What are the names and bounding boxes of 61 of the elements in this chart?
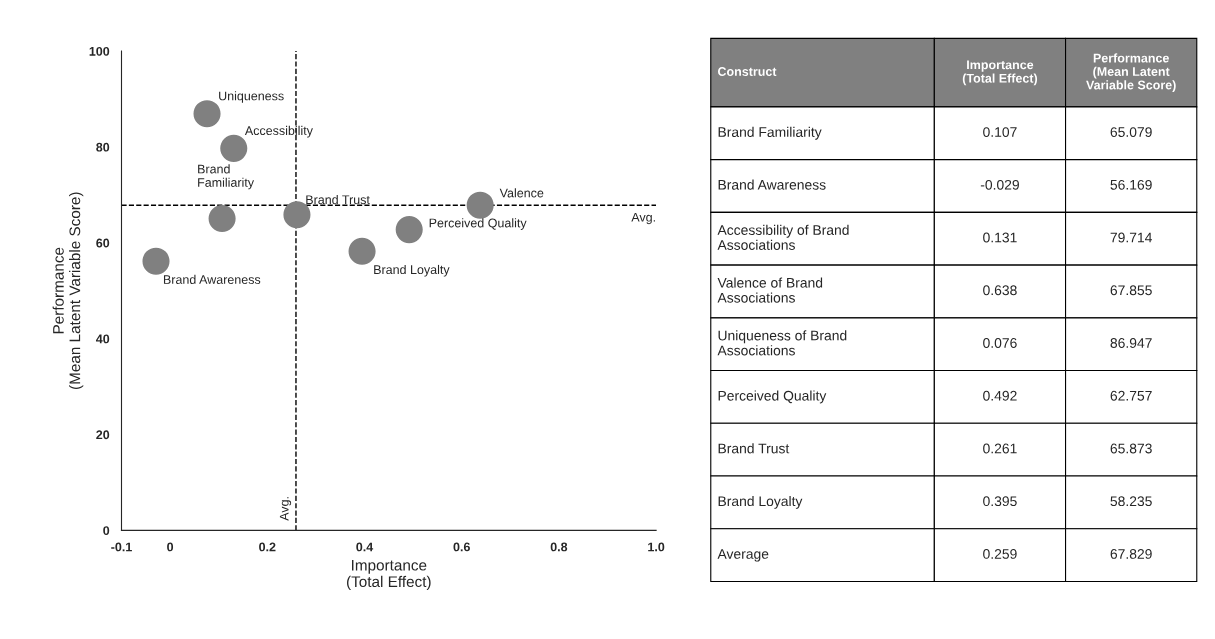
series-label: Importance (Total Effect): [962, 60, 1038, 86]
point: [208, 204, 236, 233]
annotation: Valence: [499, 188, 544, 198]
annotation: Brand Awareness: [163, 274, 261, 284]
category-label: Brand Trust: [718, 443, 790, 454]
y-tick-label: 80: [96, 142, 110, 152]
point: [193, 100, 221, 128]
annotation: Perceived Quality: [429, 218, 527, 230]
y-tick-label: 0: [103, 526, 110, 536]
data-label: 0.492: [983, 390, 1017, 401]
x-axis-title: Importance (Total Effect): [347, 559, 431, 591]
category-label: Accessibility of Brand Associations: [717, 224, 849, 250]
annotation: Brand Familiarity: [198, 164, 255, 190]
data-label: 0.076: [983, 338, 1017, 348]
y-tick-label: 60: [96, 238, 110, 248]
y-axis-title: Performance (Mean Latent Variable Score): [52, 192, 84, 390]
data-label: 67.855: [1110, 285, 1152, 296]
data-label: 0.261: [983, 443, 1017, 454]
annotation: Accessibility: [244, 125, 313, 138]
data-label: 58.235: [1110, 496, 1152, 507]
annotation: Brand Trust: [306, 194, 370, 205]
data-label: 56.169: [1110, 179, 1152, 190]
data-label: 86.947: [1110, 338, 1152, 348]
data-label: 67.829: [1110, 549, 1152, 559]
data-label: 0.638: [983, 285, 1017, 296]
x-tick-label: 0: [167, 542, 174, 552]
data-label: 65.873: [1110, 443, 1152, 454]
x-tick-label: 0.6: [453, 542, 470, 552]
x-tick-label: 0.2: [259, 542, 276, 552]
point: [348, 237, 376, 265]
data-label: 0.395: [983, 496, 1017, 507]
ref-line-label: Avg.: [279, 497, 292, 521]
category-label: Brand Loyalty: [718, 495, 803, 509]
point: [142, 247, 170, 275]
y-tick-label: 100: [89, 46, 110, 56]
category-label: Brand Familiarity: [718, 126, 822, 140]
ref-line-label: Avg.: [631, 212, 655, 225]
point: [466, 191, 494, 219]
data-label: 0.131: [983, 232, 1017, 243]
point: [395, 216, 423, 244]
x-tick-label: 1.0: [648, 542, 665, 552]
annotation: Uniqueness: [219, 91, 284, 103]
series-label: Performance (Mean Latent Variable Score): [1086, 53, 1176, 92]
text: Construct: [718, 67, 777, 76]
category-label: Perceived Quality: [718, 390, 827, 404]
y-tick-label: 20: [96, 430, 110, 440]
data-label: 0.259: [983, 549, 1017, 559]
data-label: 0.107: [983, 127, 1017, 137]
category-label: Average: [717, 549, 769, 562]
data-label: 62.757: [1110, 390, 1152, 401]
y-tick-label: 40: [95, 334, 110, 344]
category-label: Uniqueness of Brand Associations: [717, 330, 847, 356]
data-label: 79.714: [1110, 232, 1152, 243]
x-tick-label: -0.1: [111, 542, 132, 552]
category-label: Brand Awareness: [718, 179, 826, 190]
category-label: Valence of Brand Associations: [717, 277, 823, 303]
x-tick-label: 0.4: [356, 542, 374, 552]
annotation: Brand Loyalty: [374, 264, 450, 277]
data-label: 65.079: [1110, 127, 1152, 137]
x-tick-label: 0.8: [550, 542, 568, 552]
data-label: -0.029: [980, 179, 1019, 190]
